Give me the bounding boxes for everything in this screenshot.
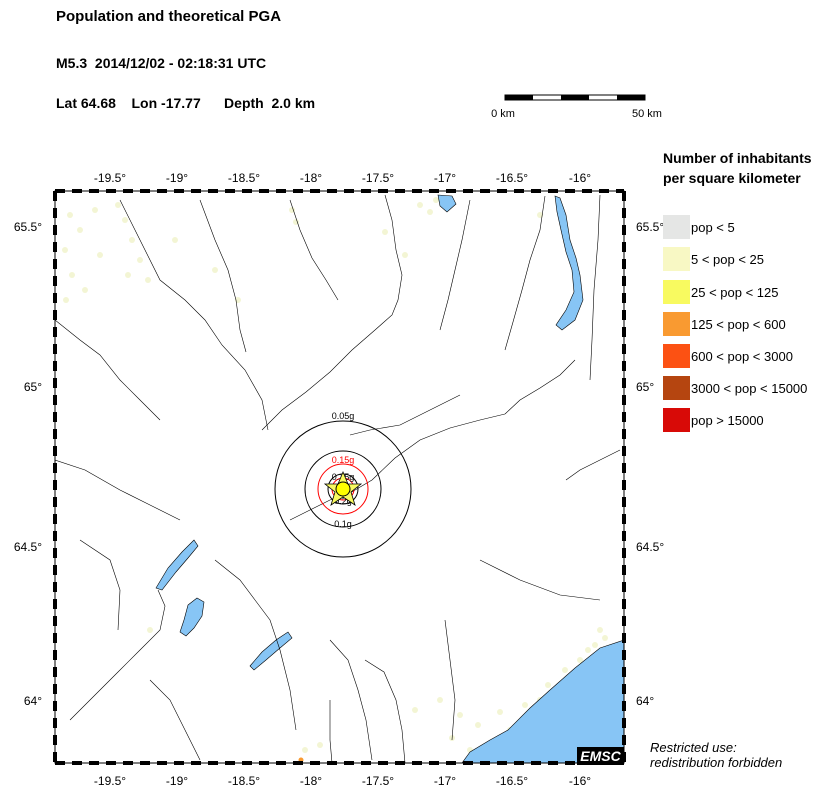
legend-swatch xyxy=(663,247,690,271)
legend-item: 25 < pop < 125 xyxy=(663,280,778,304)
lon-tick: -18° xyxy=(300,774,322,788)
pga-contours xyxy=(274,420,412,558)
location-info: Lat 64.68 Lon -17.77 Depth 2.0 km xyxy=(56,95,316,111)
legend-swatch xyxy=(663,280,690,304)
legend-swatch xyxy=(663,344,690,368)
lon-tick: -18° xyxy=(300,171,322,185)
scale-start-label: 0 km xyxy=(491,108,515,120)
legend-label: 600 < pop < 3000 xyxy=(691,348,793,364)
sea-area xyxy=(461,639,624,763)
lon-tick: -19.5° xyxy=(94,774,126,788)
legend-item: 600 < pop < 3000 xyxy=(663,344,793,368)
lon-tick: -16° xyxy=(569,774,591,788)
legend-swatch xyxy=(663,215,690,239)
legend-title: Number of inhabitants per square kilomet… xyxy=(663,148,812,188)
lat-tick: 64° xyxy=(24,694,42,708)
legend-label: pop < 5 xyxy=(691,219,735,235)
map-frame xyxy=(53,189,626,765)
scale-end-label: 50 km xyxy=(632,108,662,120)
lon-ticks-bottom: -19.5° -19° -18.5° -18° -17.5° -17° -16.… xyxy=(94,774,591,788)
pga-label-0-2g: 0.2g xyxy=(334,496,352,506)
lat-tick: 65° xyxy=(636,380,654,394)
usage-note: Restricted use: redistribution forbidden xyxy=(650,740,782,770)
lat-tick: 65.5° xyxy=(636,220,664,234)
map-area xyxy=(55,191,624,763)
legend-item: pop > 15000 xyxy=(663,408,764,432)
lat-tick: 65° xyxy=(24,380,42,394)
lon-tick: -19.5° xyxy=(94,171,126,185)
pga-label-0-05g: 0.05g xyxy=(332,411,355,421)
map-title: Population and theoretical PGA xyxy=(56,8,282,25)
lon-tick: -19° xyxy=(166,774,188,788)
legend-item: 5 < pop < 25 xyxy=(663,247,764,271)
event-info: M5.3 2014/12/02 - 02:18:31 UTC xyxy=(56,55,267,71)
lon-tick: -18.5° xyxy=(228,774,260,788)
legend-item: 125 < pop < 600 xyxy=(663,312,786,336)
lat-tick: 64.5° xyxy=(14,540,42,554)
lon-tick: -16.5° xyxy=(496,774,528,788)
legend-label: 5 < pop < 25 xyxy=(691,251,765,267)
legend-label: pop > 15000 xyxy=(691,412,764,428)
lon-tick: -16.5° xyxy=(496,171,528,185)
lon-tick: -17° xyxy=(434,774,456,788)
pga-label-0-1g: 0.1g xyxy=(334,519,352,529)
legend-title-line1: Number of inhabitants xyxy=(663,150,812,166)
legend-label: 3000 < pop < 15000 xyxy=(691,380,808,396)
legend-label: 125 < pop < 600 xyxy=(691,316,786,332)
lat-ticks-right: 65.5° 65° 64.5° 64° xyxy=(636,220,664,708)
scale-bar: 0 km 50 km xyxy=(491,94,662,120)
lon-tick: -17.5° xyxy=(362,171,394,185)
legend-label: 25 < pop < 125 xyxy=(691,284,779,300)
lat-tick: 64° xyxy=(636,694,654,708)
rivers xyxy=(55,194,621,763)
lon-ticks-top: -19.5° -19° -18.5° -18° -17.5° -17° -16.… xyxy=(94,171,591,185)
lat-tick: 65.5° xyxy=(14,220,42,234)
usage-note-line2: redistribution forbidden xyxy=(650,755,783,770)
population-dots xyxy=(62,197,608,753)
legend-swatch xyxy=(663,312,690,336)
usage-note-line1: Restricted use: xyxy=(650,740,737,755)
legend-title-line2: per square kilometer xyxy=(663,170,801,186)
legend-swatch xyxy=(663,408,690,432)
yellow-circle-icon xyxy=(335,481,351,497)
emsc-logo: EMSC xyxy=(577,747,624,765)
lat-ticks-left: 65.5° 65° 64.5° 64° xyxy=(14,220,42,708)
water-bodies xyxy=(155,194,584,671)
lon-tick: -17.5° xyxy=(362,774,394,788)
lon-tick: -18.5° xyxy=(228,171,260,185)
lon-tick: -16° xyxy=(569,171,591,185)
lon-tick: -17° xyxy=(434,171,456,185)
legend-swatch xyxy=(663,376,690,400)
legend-item: pop < 5 xyxy=(663,215,735,239)
lon-tick: -19° xyxy=(166,171,188,185)
legend-item: 3000 < pop < 15000 xyxy=(663,376,807,400)
pga-label-0-15g: 0.15g xyxy=(332,455,355,465)
lat-tick: 64.5° xyxy=(636,540,664,554)
